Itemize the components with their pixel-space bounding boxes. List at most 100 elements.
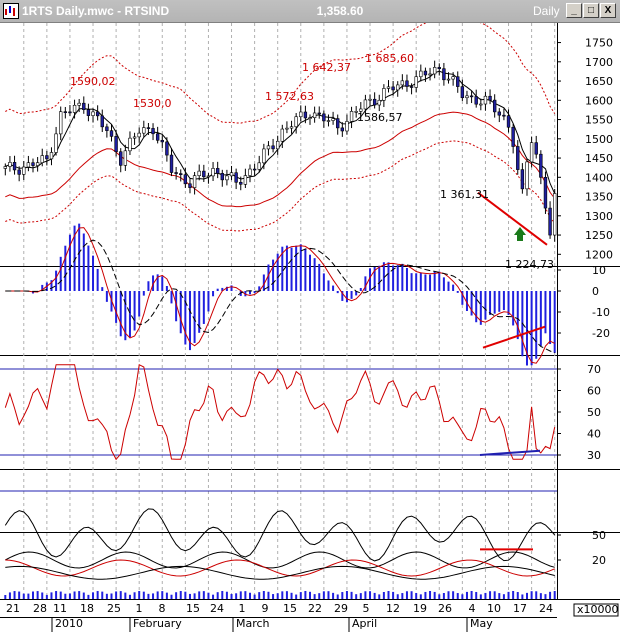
candle	[451, 76, 455, 80]
candle	[49, 152, 54, 160]
candle	[132, 136, 137, 139]
maximize-button[interactable]: □	[583, 3, 599, 18]
price-annotation: 1590,02	[70, 75, 116, 88]
trend-line-oscillator	[479, 449, 541, 456]
candle	[460, 86, 465, 99]
close-button[interactable]: X	[600, 3, 616, 18]
candle	[520, 169, 525, 190]
candle	[359, 108, 363, 112]
histogram-line-black	[5, 239, 555, 354]
lower-band-outer	[5, 140, 556, 232]
candle	[396, 84, 400, 91]
y-tick-label: 1650	[585, 75, 613, 88]
candle	[349, 111, 354, 122]
title-bar[interactable]: 1RTS Daily.mwc - RTSIND 1,358.60 Daily _…	[0, 0, 620, 23]
candle	[109, 130, 114, 137]
candle	[280, 128, 284, 142]
y-tick-label: 1700	[585, 56, 613, 69]
candle	[456, 76, 460, 87]
candle	[511, 126, 515, 147]
candle	[354, 111, 358, 113]
x-day-label: 5	[363, 602, 370, 615]
y-tick-label: 20	[592, 554, 606, 567]
candle	[45, 155, 49, 160]
candle	[165, 141, 169, 156]
trend-line-histogram	[482, 325, 546, 349]
candle	[553, 193, 557, 236]
x-day-label: 17	[513, 602, 527, 615]
x-month-label: April	[352, 617, 377, 630]
candle	[31, 162, 35, 166]
x-day-label: 24	[539, 602, 553, 615]
candle	[382, 88, 386, 101]
candle	[119, 151, 123, 166]
candle	[322, 113, 326, 122]
candle	[26, 162, 31, 168]
candle	[340, 127, 345, 132]
candle	[68, 111, 72, 114]
candle	[91, 111, 95, 116]
candle	[17, 169, 21, 175]
chart-area[interactable]: 1590,02 1530,0 1 572,63 1 642,37 1 685,60 158…	[0, 23, 620, 632]
candle	[257, 162, 261, 170]
candle	[303, 111, 308, 119]
candle	[488, 95, 492, 101]
candle	[271, 145, 275, 150]
x-day-label: 9	[262, 602, 269, 615]
candle	[179, 173, 183, 175]
candle	[35, 162, 40, 166]
last-price: 1,358.60	[316, 4, 364, 18]
candle	[442, 68, 446, 81]
y-tick-label: -10	[592, 306, 610, 319]
candle	[372, 98, 377, 106]
candle	[446, 78, 451, 81]
candle	[262, 148, 266, 164]
y-tick-label: 1450	[585, 152, 613, 165]
candle	[419, 70, 423, 78]
histogram-line-red	[5, 227, 555, 364]
candle	[248, 168, 252, 176]
candle	[105, 126, 109, 131]
x-day-label: 12	[386, 602, 400, 615]
candle	[252, 168, 257, 171]
x-month-label: March	[236, 617, 270, 630]
candle	[285, 127, 289, 130]
y-tick-label: 1300	[585, 210, 613, 223]
candle	[215, 168, 220, 174]
y-tick-label: 1500	[585, 133, 613, 146]
candle	[294, 116, 298, 128]
period-label: Daily	[533, 4, 560, 18]
minimize-button[interactable]: _	[566, 3, 582, 18]
oscillator-line	[4, 363, 556, 461]
price-annotation: 1 361,31	[440, 188, 489, 201]
candle	[312, 112, 317, 118]
candle	[479, 103, 483, 106]
y-tick-label: 40	[587, 428, 601, 441]
x-axis-area	[0, 600, 620, 632]
y-axis-strip	[558, 23, 620, 599]
candle	[539, 153, 543, 178]
candle	[414, 76, 418, 88]
candle	[63, 111, 68, 113]
candle	[391, 86, 395, 91]
upper-band-outer	[5, 23, 556, 124]
candle	[3, 166, 7, 169]
candle	[405, 80, 409, 87]
candle	[363, 99, 368, 110]
x-day-label: 1	[239, 602, 246, 615]
candle	[234, 172, 238, 183]
candle	[137, 132, 141, 138]
candle	[299, 111, 303, 118]
candle	[86, 109, 91, 116]
candle	[409, 86, 414, 88]
x-day-label: 21	[6, 602, 20, 615]
x-day-label: 22	[308, 602, 322, 615]
candle	[114, 136, 118, 153]
moving-average-red	[5, 111, 556, 208]
candle	[428, 73, 432, 76]
candle	[188, 183, 192, 188]
candle	[192, 175, 197, 188]
candle	[206, 175, 211, 178]
